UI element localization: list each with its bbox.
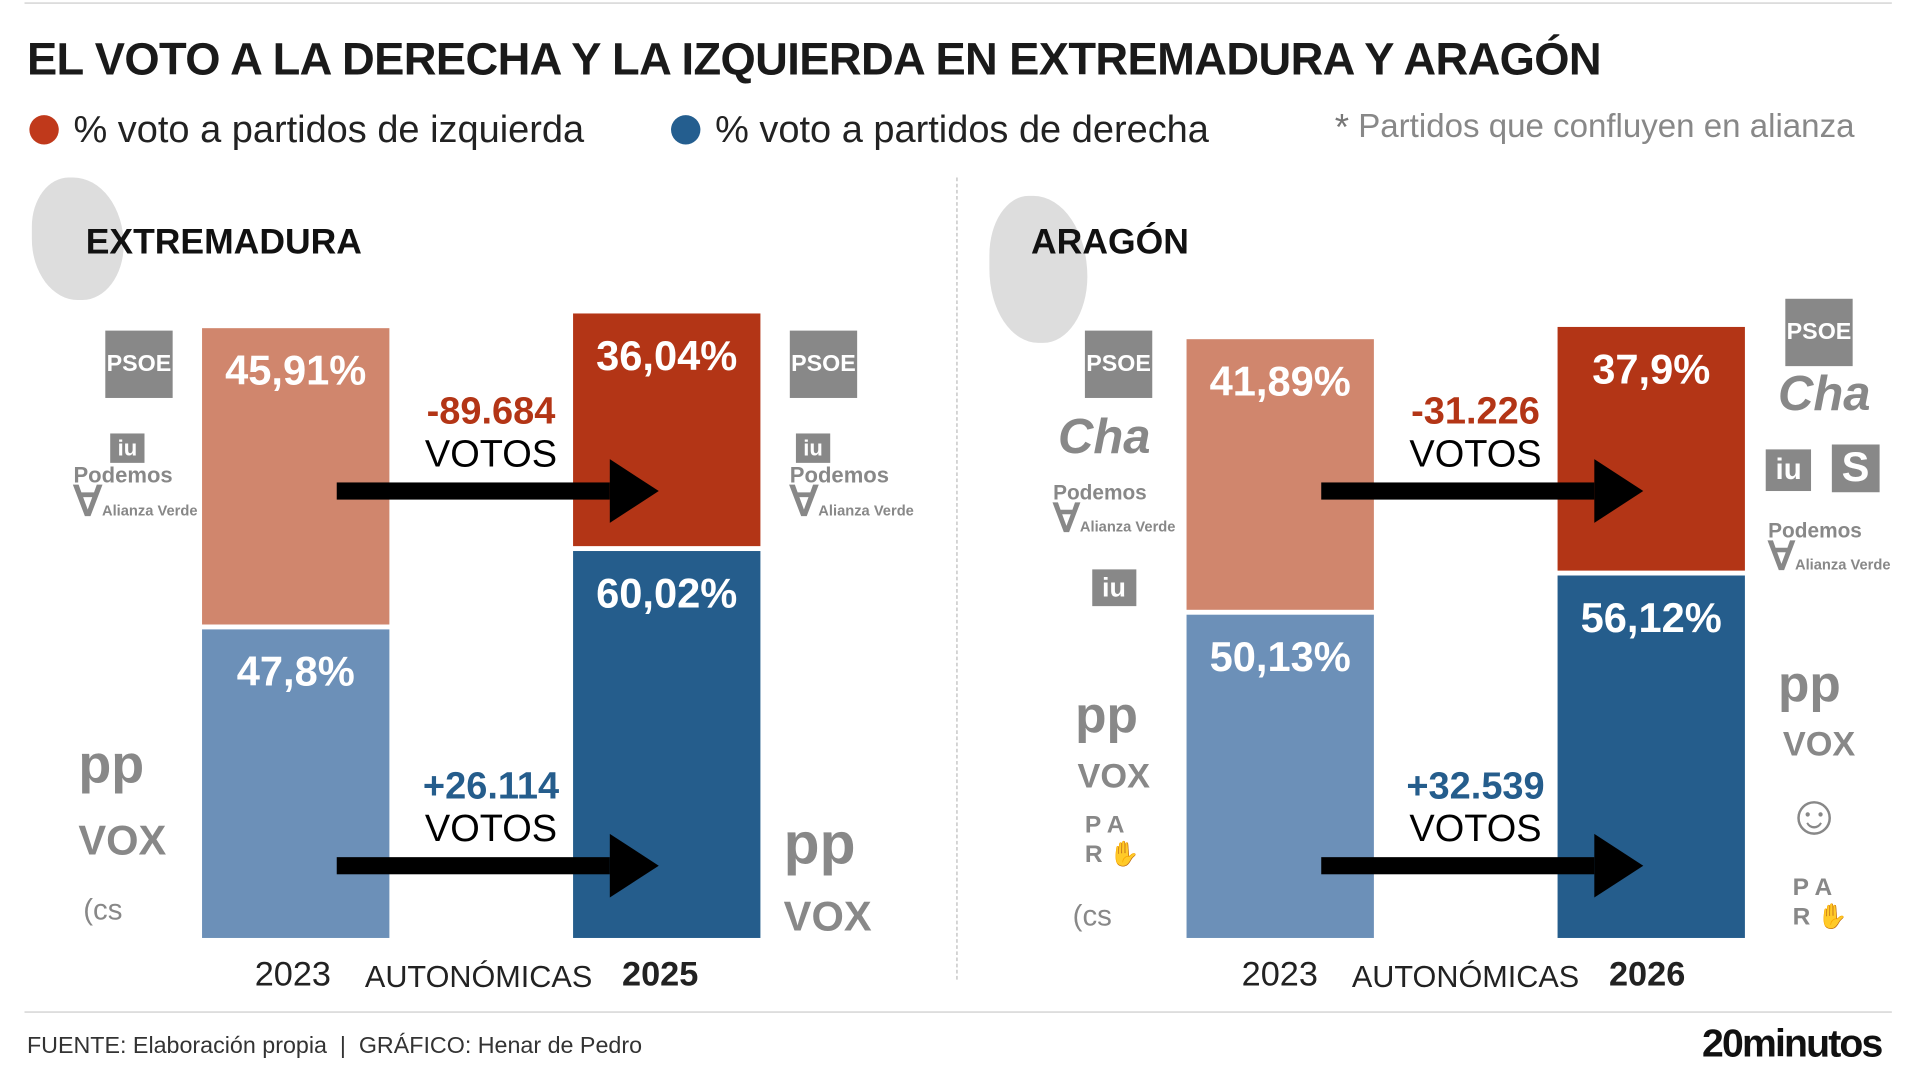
pp-logo: pp	[78, 734, 145, 795]
x-axis-label: AUTONÓMICAS	[364, 960, 593, 995]
bar-right: 47,8%	[202, 629, 390, 938]
vote-change-unit: VOTOS	[1409, 806, 1542, 850]
cs-logo: (cs	[1072, 900, 1112, 934]
teruel-existe-logo: ☺	[1785, 782, 1843, 847]
cha-logo: Cha	[1057, 410, 1151, 465]
psoe-logo: PSOE	[789, 330, 858, 398]
vote-change-annotation: +26.114 VOTOS	[393, 764, 589, 850]
psoe-logo: PSOE	[1785, 298, 1853, 367]
legend-item-left: % voto a partidos de izquierda	[29, 108, 584, 152]
category-label: 2023	[1241, 955, 1318, 994]
pp-logo: pp	[783, 811, 856, 877]
data-label: 36,04%	[596, 332, 738, 380]
left-alliance-logos: Podemos ∀Alianza Verde	[1053, 481, 1176, 541]
divider	[24, 2, 1892, 4]
alliance-note: * Partidos que confluyen en alianza	[1335, 108, 1855, 150]
bar-left: 41,89%	[1186, 339, 1374, 610]
data-label: 41,89%	[1209, 358, 1351, 406]
note-text: Partidos que confluyen en alianza	[1358, 107, 1855, 145]
vox-logo: VOX	[1782, 724, 1856, 763]
vote-change-annotation: +32.539 VOTOS	[1378, 764, 1574, 850]
bar-left: 36,04%	[573, 313, 761, 546]
x-axis-label: AUTONÓMICAS	[1351, 960, 1580, 995]
bar-right: 50,13%	[1186, 614, 1374, 938]
legend-label: % voto a partidos de izquierda	[73, 107, 585, 151]
bar-right: 56,12%	[1557, 575, 1745, 938]
category-label: 2025	[622, 955, 699, 994]
cs-logo: (cs	[83, 893, 123, 927]
sumar-logo: S	[1831, 444, 1880, 493]
arrow-icon	[1321, 833, 1644, 898]
vote-change-value: +32.539	[1406, 764, 1545, 807]
legend-label: % voto a partidos de derecha	[715, 107, 1209, 151]
vote-change-unit: VOTOS	[424, 806, 558, 850]
data-label: 37,9%	[1592, 345, 1711, 393]
divider	[24, 1011, 1892, 1013]
left-alliance-logos: Podemos ∀Alianza Verde	[1768, 519, 1891, 578]
data-label: 56,12%	[1580, 595, 1722, 642]
arrow-icon	[1321, 459, 1644, 523]
arrow-icon	[336, 459, 659, 523]
data-label: 45,91%	[225, 347, 367, 395]
vote-change-unit: VOTOS	[424, 432, 558, 476]
bar-right: 60,02%	[573, 550, 761, 938]
pp-logo: pp	[1777, 655, 1841, 713]
data-label: 47,8%	[236, 649, 355, 696]
vox-logo: VOX	[783, 893, 872, 941]
aragon-map-icon	[989, 195, 1088, 343]
extremadura-map-icon	[31, 177, 124, 301]
legend-item-right: % voto a partidos de derecha	[671, 108, 1209, 152]
iu-logo: iu	[1765, 449, 1812, 492]
vote-change-annotation: -31.226 VOTOS	[1378, 389, 1574, 475]
vote-change-annotation: -89.684 VOTOS	[393, 389, 589, 475]
data-label: 60,02%	[596, 570, 738, 617]
left-alliance-logos: iu Podemos ∀Alianza Verde	[790, 433, 914, 524]
vox-logo: VOX	[78, 817, 167, 865]
region-title: EXTREMADURA	[85, 222, 362, 263]
source-credit: FUENTE: Elaboración propia | GRÁFICO: He…	[26, 1033, 643, 1060]
vote-change-unit: VOTOS	[1409, 432, 1542, 476]
category-label: 2026	[1608, 955, 1686, 994]
arrow-icon	[336, 833, 659, 898]
chart-title: EL VOTO A LA DERECHA Y LA IZQUIERDA EN E…	[26, 34, 1602, 85]
region-title: ARAGÓN	[1031, 222, 1189, 263]
legend-dot	[671, 115, 701, 145]
legend-dot	[29, 115, 59, 145]
vote-change-value: -31.226	[1411, 389, 1540, 433]
brand-logo: 20minutos	[1702, 1021, 1883, 1066]
asterisk: *	[1334, 107, 1350, 149]
vote-change-value: +26.114	[422, 764, 560, 807]
bar-left: 37,9%	[1557, 326, 1745, 571]
divider	[956, 177, 958, 980]
category-label: 2023	[254, 955, 331, 994]
psoe-logo: PSOE	[1084, 330, 1153, 398]
bar-left: 45,91%	[202, 328, 390, 625]
psoe-logo: PSOE	[105, 330, 173, 398]
pp-logo: pp	[1075, 685, 1138, 744]
left-alliance-logos: iu Podemos ∀Alianza Verde	[73, 433, 198, 524]
data-label: 50,13%	[1209, 634, 1351, 681]
vox-logo: VOX	[1077, 756, 1150, 795]
iu-logo: iu	[1092, 569, 1136, 607]
vote-change-value: -89.684	[426, 389, 556, 433]
cha-logo: Cha	[1777, 367, 1871, 422]
